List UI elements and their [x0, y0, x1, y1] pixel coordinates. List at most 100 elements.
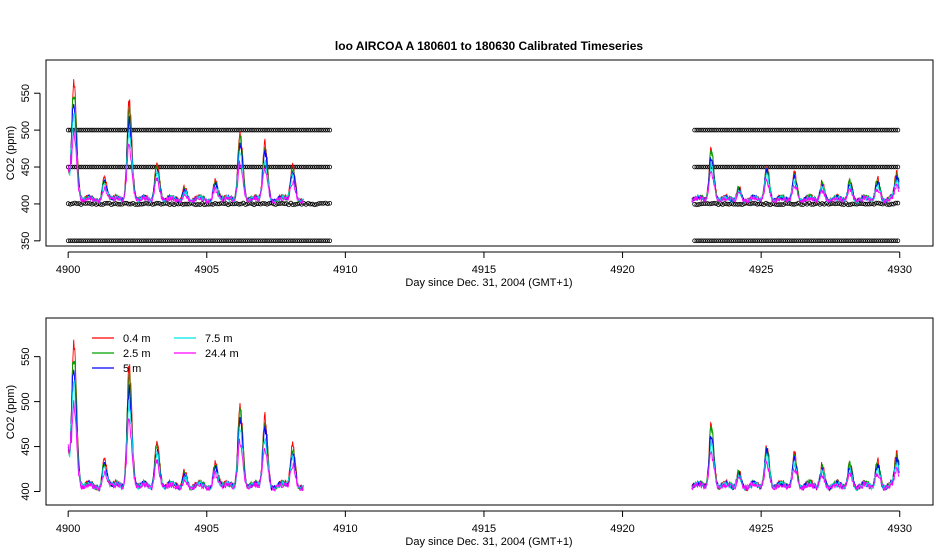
reference-point [256, 201, 261, 207]
reference-point [692, 164, 697, 170]
reference-point [158, 202, 164, 207]
reference-point [737, 238, 743, 244]
reference-point [709, 201, 715, 206]
reference-point [165, 201, 170, 206]
reference-point [167, 238, 173, 244]
reference-point [318, 164, 324, 170]
reference-point [119, 127, 125, 133]
reference-point [165, 164, 170, 170]
reference-point [323, 127, 328, 133]
series-line-0-4-m [691, 421, 900, 492]
reference-point [744, 164, 749, 170]
x-tick-label: 4925 [749, 264, 773, 276]
reference-point [301, 164, 307, 170]
reference-point [100, 164, 106, 170]
reference-point [305, 164, 311, 170]
reference-point [789, 127, 795, 133]
reference-point [821, 202, 827, 207]
reference-point [247, 164, 253, 170]
reference-point [249, 164, 255, 170]
reference-point [107, 164, 112, 170]
reference-point [212, 164, 218, 170]
reference-point [241, 238, 246, 244]
series-line-7-5-m [67, 380, 304, 493]
reference-point [76, 238, 82, 244]
reference-point [837, 201, 842, 206]
reference-point [778, 164, 784, 170]
reference-point [169, 201, 175, 207]
reference-point [273, 238, 279, 244]
reference-point [219, 127, 225, 133]
reference-point [219, 238, 225, 244]
reference-point [111, 201, 116, 207]
reference-point [772, 127, 777, 133]
reference-point [325, 164, 330, 170]
reference-point [215, 201, 220, 207]
reference-point [318, 127, 324, 133]
reference-point [711, 238, 717, 244]
reference-point [707, 127, 713, 133]
reference-point [754, 164, 760, 170]
reference-point [178, 127, 183, 133]
reference-point [139, 164, 145, 170]
reference-point [154, 238, 160, 244]
reference-point [850, 127, 855, 133]
reference-point [891, 164, 896, 170]
reference-point [295, 238, 300, 244]
reference-point [102, 201, 108, 206]
reference-point [284, 164, 289, 170]
reference-point [102, 164, 108, 170]
reference-point [735, 127, 741, 133]
reference-point [299, 238, 305, 244]
top-y-axis: 350 400 450 500 550 [20, 84, 41, 250]
reference-point [884, 127, 890, 133]
reference-point [199, 127, 205, 133]
reference-point [824, 238, 829, 244]
reference-point [889, 164, 894, 170]
reference-point [228, 164, 233, 170]
reference-point [713, 201, 719, 206]
reference-point [785, 164, 790, 170]
reference-point [65, 127, 71, 133]
reference-point [199, 238, 205, 244]
reference-point [767, 127, 773, 133]
reference-point [264, 127, 270, 133]
reference-point [303, 202, 309, 207]
reference-point [167, 164, 173, 170]
reference-point [137, 127, 142, 133]
reference-point [193, 164, 199, 170]
reference-point [828, 238, 834, 244]
reference-point [279, 238, 285, 244]
reference-point [694, 202, 700, 208]
reference-point [260, 238, 266, 244]
top-x-axis-label: Day since Dec. 31, 2004 (GMT+1) [405, 277, 572, 289]
reference-point [729, 164, 734, 170]
reference-point [809, 202, 814, 207]
reference-point [692, 127, 697, 133]
reference-point [297, 238, 302, 244]
y-tick-label: 450 [20, 437, 32, 455]
reference-point [297, 127, 302, 133]
reference-point [212, 127, 218, 133]
reference-point [858, 164, 864, 170]
reference-point [117, 127, 123, 133]
reference-point [787, 127, 792, 133]
reference-point [791, 202, 797, 207]
reference-point [176, 201, 181, 207]
reference-point [310, 164, 315, 170]
reference-point [156, 127, 162, 133]
reference-point [225, 238, 231, 244]
reference-point [111, 127, 116, 133]
reference-point [750, 238, 756, 244]
reference-point [713, 127, 719, 133]
reference-point [193, 238, 199, 244]
reference-point [109, 164, 114, 170]
reference-point [277, 201, 283, 206]
reference-point [707, 201, 713, 207]
reference-point [826, 127, 831, 133]
reference-point [748, 127, 754, 133]
reference-point [208, 127, 214, 133]
top-x-axis: 4900 4905 4910 4915 4920 4925 4930 [56, 251, 912, 276]
reference-point [256, 164, 261, 170]
reference-point [705, 127, 710, 133]
